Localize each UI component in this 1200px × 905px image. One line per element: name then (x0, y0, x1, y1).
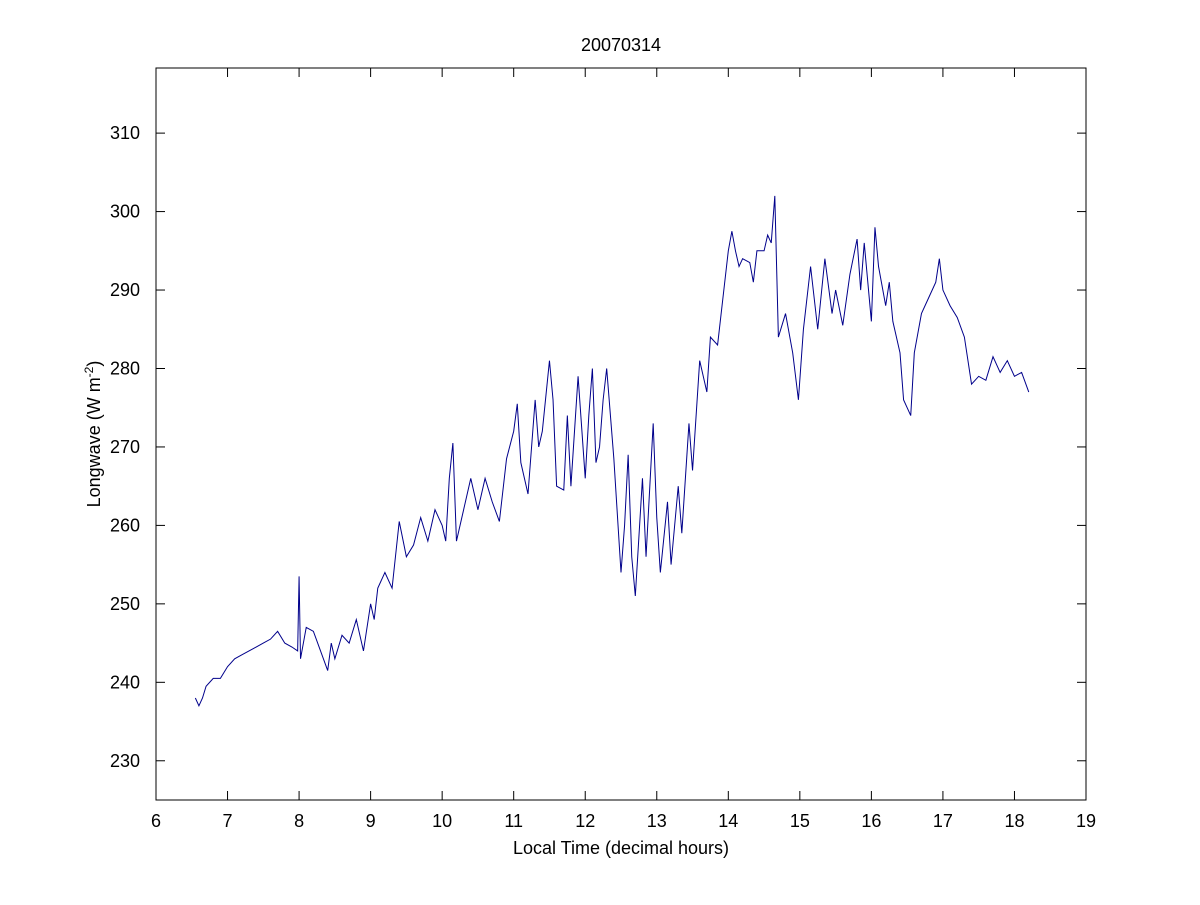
y-tick-label: 300 (110, 202, 140, 222)
x-tick-label: 14 (718, 811, 738, 831)
y-tick-label: 290 (110, 280, 140, 300)
x-tick-label: 15 (790, 811, 810, 831)
x-tick-label: 7 (223, 811, 233, 831)
x-tick-label: 11 (504, 811, 523, 831)
x-tick-label: 12 (575, 811, 595, 831)
x-tick-label: 13 (647, 811, 667, 831)
x-tick-label: 6 (151, 811, 161, 831)
x-tick-label: 10 (432, 811, 452, 831)
y-tick-label: 270 (110, 437, 140, 457)
x-tick-label: 8 (294, 811, 304, 831)
x-tick-label: 19 (1076, 811, 1096, 831)
chart-title: 20070314 (581, 35, 661, 55)
x-tick-label: 17 (933, 811, 953, 831)
plot-frame (155, 67, 1087, 801)
y-tick-label: 230 (110, 751, 140, 771)
y-label-part: ) (84, 361, 104, 367)
y-label-sup: -2 (82, 366, 96, 377)
y-label-part: Longwave (W m (84, 377, 104, 507)
y-axis-label: Longwave (W m-2) (82, 361, 104, 508)
y-tick-label: 280 (110, 358, 140, 378)
x-tick-label: 9 (366, 811, 376, 831)
y-tick-label: 310 (110, 123, 140, 143)
x-tick-label: 18 (1004, 811, 1024, 831)
data-line (194, 195, 1030, 708)
y-tick-label: 240 (110, 672, 140, 692)
x-axis-label: Local Time (decimal hours) (513, 838, 729, 858)
y-tick-label: 250 (110, 594, 140, 614)
x-tick-label: 16 (861, 811, 881, 831)
y-tick-label: 260 (110, 515, 140, 535)
